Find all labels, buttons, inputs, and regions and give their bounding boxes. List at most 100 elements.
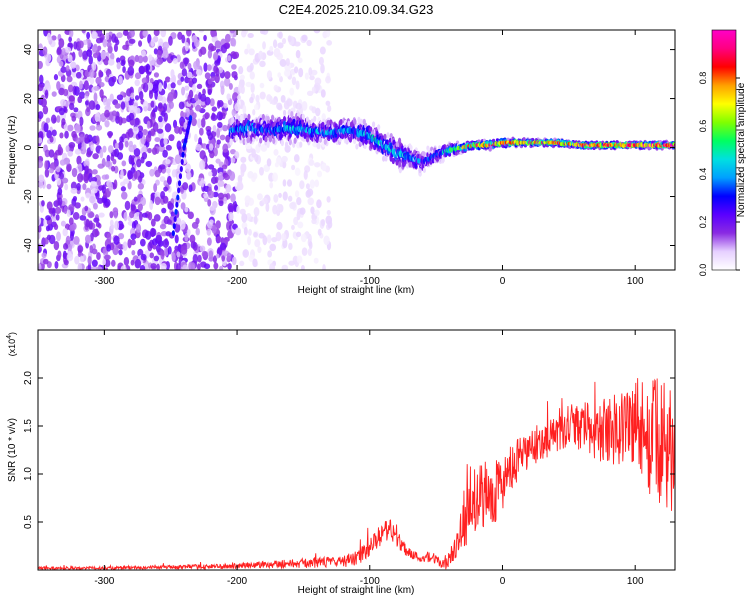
signal-cell xyxy=(347,120,351,127)
signal-cell xyxy=(280,139,284,147)
heat-cell xyxy=(161,207,167,214)
heat-cell xyxy=(217,99,224,108)
heat-cell xyxy=(68,95,75,102)
heat-cell xyxy=(122,30,129,36)
signal-cell xyxy=(345,137,349,144)
heat-cell xyxy=(216,235,222,244)
heat-cell xyxy=(241,30,247,38)
signal-cell xyxy=(339,118,343,125)
heat-cell xyxy=(69,231,74,241)
heat-cell xyxy=(58,38,65,49)
heat-cell xyxy=(208,219,214,225)
heat-cell xyxy=(49,136,54,143)
heat-cell xyxy=(137,203,143,212)
heat-cell xyxy=(137,55,144,64)
heat-cell xyxy=(66,209,71,218)
heat-cell xyxy=(325,30,331,38)
heat-cell xyxy=(114,142,119,150)
heat-cell xyxy=(118,232,125,240)
heat-cell xyxy=(161,110,166,117)
heat-cell xyxy=(70,61,77,69)
heat-cell xyxy=(230,148,236,155)
heat-cell xyxy=(180,219,186,230)
heat-cell xyxy=(56,46,62,55)
heat-cell xyxy=(227,262,232,270)
heat-cell xyxy=(232,38,237,47)
heat-cell xyxy=(316,170,323,178)
signal-cell xyxy=(359,118,364,125)
heat-cell xyxy=(46,234,51,241)
snr-plot-area xyxy=(38,330,675,570)
heat-cell xyxy=(176,79,183,86)
heat-cell xyxy=(222,143,229,153)
heat-cell xyxy=(177,180,182,187)
signal-cell xyxy=(268,135,272,142)
heat-cell xyxy=(139,211,143,222)
heat-cell xyxy=(298,67,304,78)
heat-cell xyxy=(129,30,135,38)
heat-cell xyxy=(128,112,135,121)
heat-cell xyxy=(145,134,152,143)
signal-cell xyxy=(240,114,244,121)
heat-cell xyxy=(84,90,90,97)
heat-cell xyxy=(118,116,123,126)
heat-cell xyxy=(58,60,64,67)
heat-cell xyxy=(199,150,206,160)
heat-cell xyxy=(42,105,49,115)
heat-cell xyxy=(66,165,71,172)
heat-cell xyxy=(53,240,60,251)
heat-cell xyxy=(317,228,322,236)
heat-cell xyxy=(137,130,143,139)
heat-cell xyxy=(299,180,305,190)
heat-cell xyxy=(215,220,221,229)
heat-cell xyxy=(207,132,213,141)
heat-cell xyxy=(72,212,80,220)
heat-cell xyxy=(320,89,326,98)
heat-cell xyxy=(133,147,141,157)
heat-cell xyxy=(187,211,194,220)
heat-cell xyxy=(114,103,121,109)
heat-cell xyxy=(94,112,101,123)
heat-cell xyxy=(170,69,175,79)
heat-cell xyxy=(186,228,191,237)
heat-cell xyxy=(272,39,278,49)
heat-cell xyxy=(168,35,173,46)
heat-cell xyxy=(162,239,170,248)
heat-cell xyxy=(273,149,279,156)
heat-cell xyxy=(195,227,200,236)
heat-cell xyxy=(163,80,168,90)
heat-cell xyxy=(59,159,66,166)
heat-cell xyxy=(241,212,248,223)
heat-cell xyxy=(82,39,88,46)
heat-cell xyxy=(153,255,160,262)
y-tick-label: 0 xyxy=(23,144,34,150)
heat-cell xyxy=(59,132,64,139)
heat-cell xyxy=(171,230,175,237)
signal-cell xyxy=(383,133,387,140)
heat-cell xyxy=(245,143,252,150)
heat-cell xyxy=(75,137,81,144)
heat-cell xyxy=(120,60,126,67)
heat-cell xyxy=(155,234,163,244)
heat-cell xyxy=(78,48,83,58)
heat-cell xyxy=(229,171,236,181)
heat-cell xyxy=(119,136,124,143)
heat-cell xyxy=(89,77,95,85)
heat-cell xyxy=(305,183,310,190)
heat-cell xyxy=(165,158,171,165)
heat-cell xyxy=(74,255,80,265)
heat-cell xyxy=(72,71,77,78)
heat-cell xyxy=(79,134,85,143)
signal-cell xyxy=(435,156,439,162)
heat-cell xyxy=(172,223,176,230)
heat-cell xyxy=(98,212,105,218)
snr-ylabel: SNR (10 * v/v) xyxy=(7,418,18,482)
heat-cell xyxy=(205,143,210,150)
heat-cell xyxy=(104,109,110,118)
heat-cell xyxy=(186,30,192,37)
heat-cell xyxy=(272,172,278,182)
heat-cell xyxy=(287,35,292,43)
heat-cell xyxy=(309,179,316,189)
heat-cell xyxy=(204,72,211,80)
heat-cell xyxy=(309,75,315,81)
